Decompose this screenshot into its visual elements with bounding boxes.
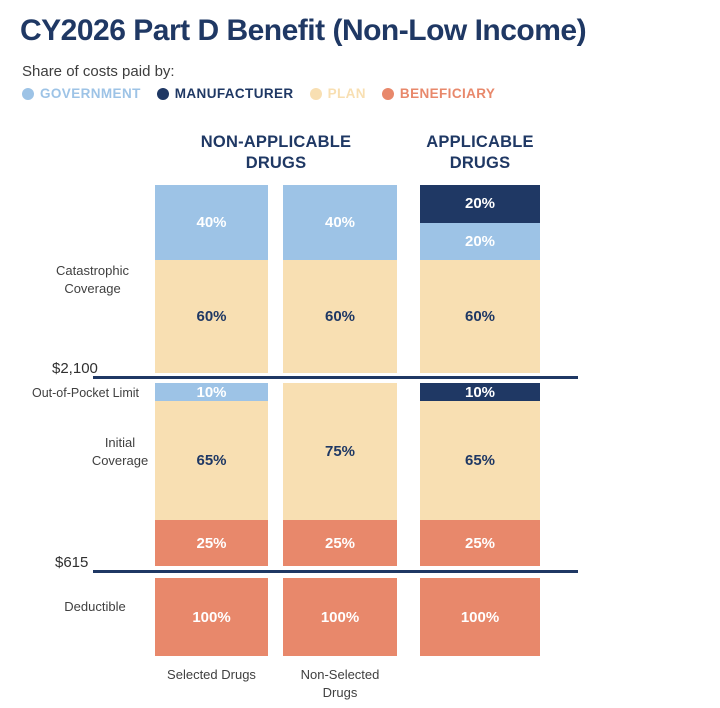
segment-initial-applicable-beneficiary: 25% bbox=[420, 520, 540, 566]
segment-catastrophic-applicable-government: 20% bbox=[420, 222, 540, 261]
bar-catastrophic-applicable: 20% 20% 60% bbox=[420, 185, 540, 373]
legend-label-plan: PLAN bbox=[327, 86, 366, 101]
segment-catastrophic-selected-government: 40% bbox=[155, 185, 268, 261]
phase-label-catastrophic-coverage: Catastrophic Coverage bbox=[56, 263, 129, 296]
plan-swatch-icon bbox=[309, 87, 322, 100]
segment-initial-selected-beneficiary: 25% bbox=[155, 520, 268, 566]
bar-deductible-selected: 100% bbox=[155, 578, 268, 656]
page-title: CY2026 Part D Benefit (Non-Low Income) bbox=[20, 14, 587, 47]
bar-initial-applicable: 10% 65% 25% bbox=[420, 383, 540, 566]
beneficiary-swatch-icon bbox=[381, 87, 394, 100]
legend-title: Share of costs paid by: bbox=[22, 63, 175, 80]
oop-limit-label: Out-of-Pocket Limit bbox=[32, 386, 139, 400]
deductible-amount: $615 bbox=[55, 554, 89, 571]
bar-catastrophic-non-selected: 40% 60% bbox=[283, 185, 397, 373]
group-header-applicable-drugs: APPLICABLE DRUGS bbox=[426, 133, 534, 172]
bar-initial-non-selected: 75% 25% bbox=[283, 383, 397, 566]
segment-catastrophic-non_selected-plan: 60% bbox=[283, 260, 397, 373]
segment-catastrophic-non_selected-government: 40% bbox=[283, 185, 397, 261]
legend-item-beneficiary: BENEFICIARY bbox=[381, 86, 496, 101]
legend-item-government: GOVERNMENT bbox=[22, 86, 141, 101]
legend-label-manufacturer: MANUFACTURER bbox=[174, 86, 294, 101]
phase-label-deductible: Deductible bbox=[64, 599, 126, 614]
deductible-threshold-line bbox=[93, 570, 578, 573]
segment-deductible-selected-beneficiary: 100% bbox=[155, 578, 268, 656]
segment-catastrophic-applicable-plan: 60% bbox=[420, 260, 540, 373]
column-label-selected-drugs: Selected Drugs bbox=[167, 667, 256, 682]
segment-initial-selected-plan: 65% bbox=[155, 401, 268, 521]
segment-catastrophic-selected-plan: 60% bbox=[155, 260, 268, 373]
bar-deductible-non-selected: 100% bbox=[283, 578, 397, 656]
phase-label-initial-coverage: Initial Coverage bbox=[91, 435, 149, 468]
bar-initial-selected: 10% 65% 25% bbox=[155, 383, 268, 566]
government-swatch-icon bbox=[22, 87, 34, 100]
segment-initial-non_selected-plan: 75% bbox=[283, 383, 397, 521]
segment-initial-applicable-manufacturer: 10% bbox=[420, 383, 540, 402]
oop-limit-threshold-line bbox=[93, 376, 578, 379]
legend-label-beneficiary: BENEFICIARY bbox=[399, 86, 496, 101]
column-label-non-selected-drugs: Non-Selected Drugs bbox=[300, 667, 380, 700]
bar-catastrophic-selected: 40% 60% bbox=[155, 185, 268, 373]
group-header-non-applicable-drugs: NON-APPLICABLE DRUGS bbox=[200, 133, 352, 172]
legend-item-plan: PLAN bbox=[309, 86, 366, 101]
segment-initial-applicable-plan: 65% bbox=[420, 401, 540, 521]
legend-label-government: GOVERNMENT bbox=[40, 86, 141, 101]
segment-initial-selected-government: 10% bbox=[155, 383, 268, 402]
legend-item-manufacturer: MANUFACTURER bbox=[156, 86, 294, 101]
bar-deductible-applicable: 100% bbox=[420, 578, 540, 656]
segment-deductible-non_selected-beneficiary: 100% bbox=[283, 578, 397, 656]
segment-catastrophic-applicable-manufacturer: 20% bbox=[420, 185, 540, 223]
segment-initial-non_selected-beneficiary: 25% bbox=[283, 520, 397, 566]
segment-deductible-applicable-beneficiary: 100% bbox=[420, 578, 540, 656]
oop-limit-amount: $2,100 bbox=[52, 360, 98, 377]
legend: GOVERNMENT MANUFACTURER PLAN BENEFICIARY bbox=[22, 86, 495, 101]
manufacturer-swatch-icon bbox=[156, 87, 169, 100]
